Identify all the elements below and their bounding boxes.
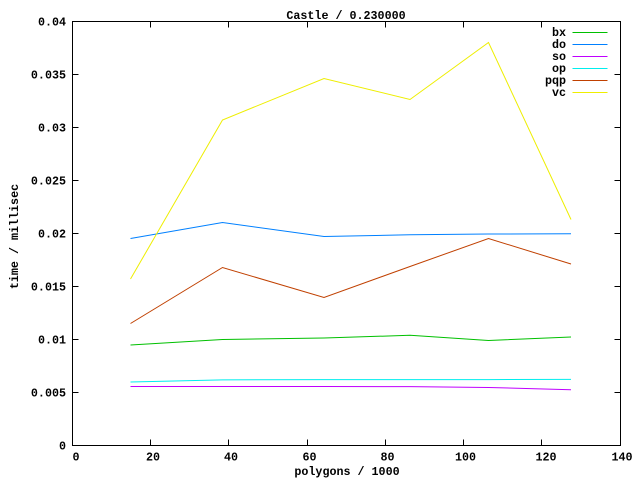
svg-text:100: 100 [455, 451, 476, 465]
svg-text:Castle / 0.230000: Castle / 0.230000 [286, 9, 405, 23]
svg-text:0: 0 [72, 451, 79, 465]
svg-text:bx: bx [552, 26, 566, 40]
svg-text:0.04: 0.04 [38, 15, 66, 29]
svg-text:do: do [552, 38, 566, 52]
svg-text:0.005: 0.005 [31, 386, 66, 400]
svg-text:0: 0 [59, 439, 66, 453]
svg-text:polygons / 1000: polygons / 1000 [294, 465, 399, 479]
svg-text:120: 120 [535, 451, 556, 465]
svg-text:so: so [552, 50, 566, 64]
svg-text:140: 140 [611, 451, 632, 465]
svg-text:op: op [552, 62, 566, 76]
svg-text:0.01: 0.01 [38, 333, 66, 347]
svg-text:60: 60 [302, 451, 316, 465]
svg-text:pqp: pqp [545, 74, 566, 88]
svg-text:0.015: 0.015 [31, 280, 66, 294]
svg-text:20: 20 [146, 451, 160, 465]
svg-text:80: 80 [380, 451, 394, 465]
svg-text:vc: vc [552, 86, 566, 100]
svg-text:40: 40 [224, 451, 238, 465]
svg-text:time / millisec: time / millisec [8, 184, 22, 289]
svg-text:0.025: 0.025 [31, 174, 66, 188]
svg-text:0.035: 0.035 [31, 68, 66, 82]
svg-text:0.02: 0.02 [38, 227, 66, 241]
svg-text:0.03: 0.03 [38, 121, 66, 135]
